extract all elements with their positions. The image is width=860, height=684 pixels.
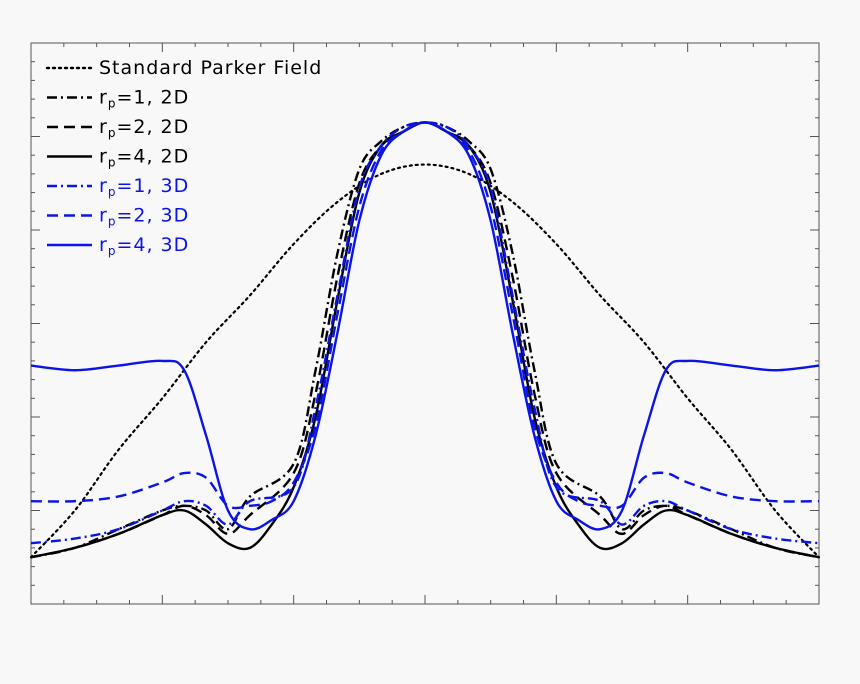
series-line-1	[29, 163, 821, 559]
axis-ticks	[30, 42, 820, 605]
series-line-5	[30, 121, 820, 545]
legend-label-3: rp=2, 2D	[99, 116, 189, 140]
legend-label-6: rp=2, 3D	[99, 205, 189, 229]
legend-label-2: rp=1, 2D	[99, 87, 189, 111]
series-line-2	[30, 121, 820, 559]
legend-label-1: Standard Parker Field	[99, 57, 322, 79]
series-layer	[29, 121, 821, 559]
series-line-7	[30, 121, 820, 531]
legend-label-7: rp=4, 3D	[99, 234, 189, 258]
legend: Standard Parker Field rp=1, 2D rp=2, 2D rp=…	[45, 57, 322, 258]
legend-label-4: rp=4, 2D	[99, 146, 189, 170]
legend-label-5: rp=1, 3D	[99, 175, 189, 199]
